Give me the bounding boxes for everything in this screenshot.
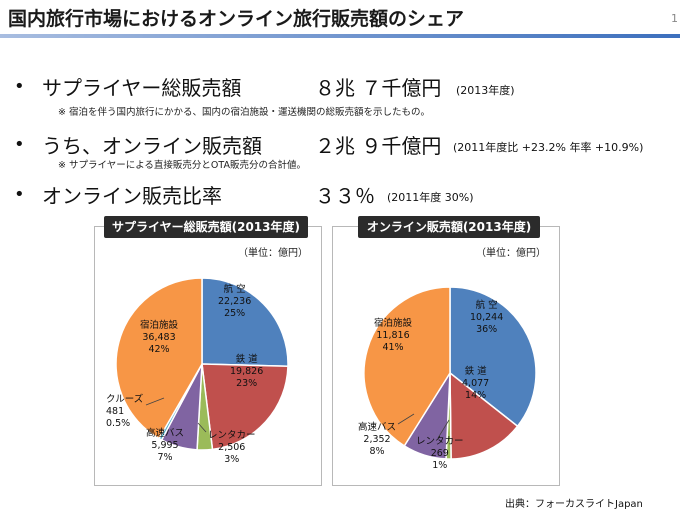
slice-label-rail: 鉄 道 4,077 14% <box>462 366 490 401</box>
point-label: サプライヤー総販売額 <box>42 76 242 100</box>
slice-label-rental: レンタカー 269 1% <box>416 436 464 471</box>
point-detail: (2011年度 30%) <box>387 191 474 204</box>
unit-label-online: （単位：億円） <box>476 248 546 259</box>
chart-title-supplier: サプライヤー総販売額(2013年度) <box>104 216 308 238</box>
slice-label-cruise: クルーズ 481 0.5% <box>106 394 144 429</box>
title-rule <box>0 34 680 38</box>
slice-label-hotel: 宿泊施設 36,483 42% <box>140 320 179 355</box>
page-title: 国内旅行市場におけるオンライン旅行販売額のシェア <box>8 8 465 30</box>
point-value: ３３％ <box>315 184 375 208</box>
point-detail: (2011年度比 +23.2% 年率 +10.9%) <box>453 141 644 154</box>
unit-label-supplier: （単位：億円） <box>238 248 308 259</box>
bullet-marker: • <box>14 184 25 205</box>
point-note: ※ サプライヤーによる直接販売分とOTA販売分の合計値。 <box>58 160 306 171</box>
slice-label-hotel: 宿泊施設 11,816 41% <box>374 318 413 353</box>
point-label: オンライン販売比率 <box>42 184 222 208</box>
slice-label-bus: 高速バス 5,995 7% <box>146 428 185 463</box>
point-note: ※ 宿泊を伴う国内旅行にかかる、国内の宿泊施設・運送機関の総販売額を示したもの。 <box>58 107 430 118</box>
point-detail: (2013年度) <box>456 84 515 97</box>
slice-label-rail: 鉄 道 19,826 23% <box>230 354 264 389</box>
chart-title-online: オンライン販売額(2013年度) <box>358 216 540 238</box>
slice-label-air: 航 空 22,236 25% <box>218 284 252 319</box>
point-label: うち、オンライン販売額 <box>42 134 262 158</box>
point-value: ２兆 ９千億円 <box>315 134 442 158</box>
title-bar: 国内旅行市場におけるオンライン旅行販売額のシェア 1 <box>0 0 680 38</box>
slice-label-air: 航 空 10,244 36% <box>470 300 504 335</box>
bullet-marker: • <box>14 134 25 155</box>
bullet-marker: • <box>14 76 25 97</box>
point-value: ８兆 ７千億円 <box>315 76 442 100</box>
slice-label-bus: 高速バス 2,352 8% <box>358 422 397 457</box>
slice-label-rental: レンタカー 2,506 3% <box>208 430 256 465</box>
source-note: 出典：フォーカスライトJapan <box>505 499 643 510</box>
page-number: 1 <box>671 12 678 25</box>
